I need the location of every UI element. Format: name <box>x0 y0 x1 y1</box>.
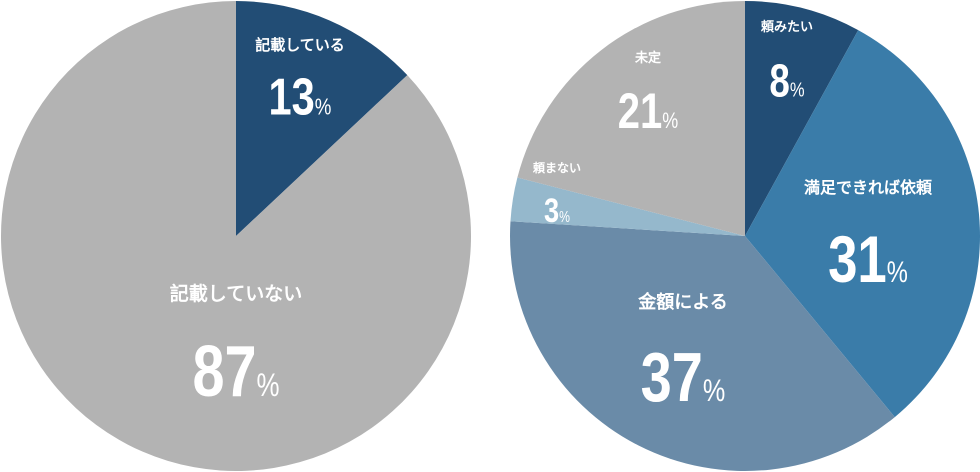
value-unit: % <box>257 367 280 403</box>
pie-slice <box>745 1 859 236</box>
pie-slice <box>0 1 472 471</box>
slice-name: 頼まない <box>532 160 581 175</box>
value-number: 8 <box>769 55 789 107</box>
value-number: 3 <box>544 191 559 230</box>
slice-value: 37% <box>641 339 726 416</box>
value-unit: % <box>662 109 678 133</box>
slice-name: 満足できれば依頼 <box>804 178 933 197</box>
slice-name: 金額による <box>637 291 727 313</box>
slice-value: 31% <box>828 222 908 296</box>
slice-name: 記載していない <box>170 282 302 305</box>
slice-value: 13% <box>269 67 332 126</box>
slice-value: 3% <box>544 191 570 230</box>
slice-value: 87% <box>192 331 279 412</box>
pie-slice <box>745 30 980 418</box>
slice-name: 頼みたい <box>760 19 813 35</box>
value-unit: % <box>790 78 805 101</box>
pie-slice <box>517 1 745 236</box>
value-number: 37 <box>641 339 703 416</box>
pie-slice <box>510 177 745 236</box>
value-unit: % <box>887 255 908 288</box>
pie-slice <box>510 221 895 471</box>
value-number: 31 <box>828 222 887 296</box>
value-unit: % <box>559 208 570 226</box>
slice-name: 未定 <box>634 50 661 66</box>
slice-name: 記載している <box>255 36 345 54</box>
value-unit: % <box>703 374 725 409</box>
value-number: 87 <box>192 331 256 412</box>
pie-slice <box>236 1 408 236</box>
value-unit: % <box>315 95 332 120</box>
slice-value: 8% <box>769 55 804 107</box>
value-number: 21 <box>618 83 662 139</box>
value-number: 13 <box>269 67 315 126</box>
slice-value: 21% <box>618 83 678 139</box>
